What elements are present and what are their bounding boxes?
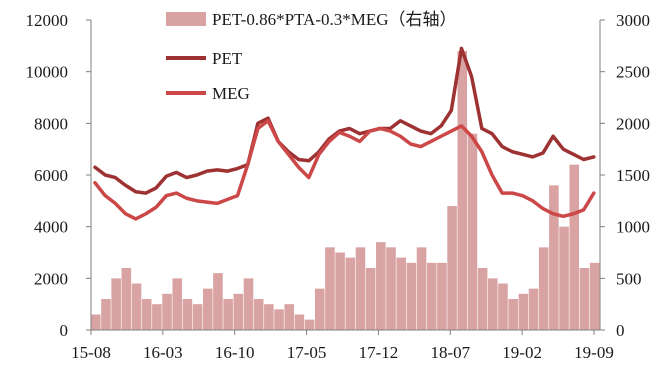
spread-bar-39: [488, 278, 498, 330]
right-tick-label-0: 0: [616, 321, 625, 340]
series-line-pet: [93, 46, 596, 195]
spread-bar-26: [355, 247, 366, 330]
spread-bar-44: [538, 247, 549, 330]
spread-bar-43: [528, 288, 539, 330]
series-line-meg: [93, 119, 596, 221]
spread-bar-49: [589, 262, 600, 330]
spread-bar-33: [426, 262, 437, 330]
left-tick-label-5: 10000: [26, 63, 69, 82]
x-tick-label-2: 16-10: [215, 343, 255, 362]
x-axis-ticks: 15-08 16-03 16-10 17-05 17-12 18-07 19-02 19-09: [71, 330, 614, 362]
spread-bar-46: [559, 226, 569, 330]
right-tick-label-1: 500: [616, 269, 642, 288]
spread-bar-40: [498, 283, 508, 330]
spread-bar-14: [233, 293, 244, 330]
spread-bar-22: [314, 288, 325, 330]
spread-bar-0: [91, 314, 101, 330]
spread-bar-31: [406, 262, 417, 330]
right-tick-label-5: 2500: [616, 63, 650, 82]
left-axis-ticks: 0 2000 4000 6000 8000 10000 12000: [26, 11, 91, 340]
spread-bar-13: [223, 299, 233, 330]
spread-bar-20: [294, 314, 305, 330]
x-tick-label-0: 15-08: [71, 343, 111, 362]
x-tick-label-6: 19-02: [502, 343, 542, 362]
legend-swatch-spread: [166, 12, 206, 26]
spread-bar-15: [243, 278, 254, 330]
spread-bar-29: [386, 247, 396, 330]
spread-bar-1: [101, 299, 111, 330]
spread-bar-21: [304, 319, 315, 330]
right-tick-label-4: 2000: [616, 114, 650, 133]
legend-label-pet: PET: [212, 49, 243, 68]
legend-label-meg: MEG: [212, 84, 250, 103]
price-lines-layer: [93, 46, 596, 221]
legend: PET-0.86*PTA-0.3*MEG（右轴） PET MEG: [166, 10, 457, 103]
x-tick-label-5: 18-07: [430, 343, 470, 362]
spread-bar-28: [376, 242, 386, 330]
spread-bar-8: [172, 278, 183, 330]
legend-label-spread: PET-0.86*PTA-0.3*MEG（右轴）: [212, 10, 457, 29]
spread-bar-47: [569, 164, 580, 330]
spread-bar-23: [325, 247, 335, 330]
spread-bar-32: [416, 247, 427, 330]
spread-bar-27: [365, 268, 376, 330]
spread-bar-24: [335, 252, 345, 330]
x-tick-label-3: 17-05: [287, 343, 327, 362]
spread-bar-18: [274, 309, 284, 330]
spread-bar-16: [253, 299, 264, 330]
spread-bar-41: [508, 299, 518, 330]
spread-bar-6: [152, 304, 162, 330]
x-tick-label-7: 19-09: [574, 343, 614, 362]
spread-bar-38: [477, 268, 488, 330]
left-tick-label-6: 12000: [26, 11, 69, 30]
spread-bar-36: [457, 51, 468, 330]
spread-bar-48: [579, 268, 590, 330]
spread-bar-12: [213, 273, 223, 330]
spread-bar-2: [111, 278, 121, 330]
spread-bar-3: [121, 268, 132, 330]
spread-bar-10: [192, 304, 203, 330]
spread-bar-35: [447, 206, 457, 330]
left-tick-label-2: 4000: [34, 218, 68, 237]
spread-bar-37: [467, 133, 478, 330]
spread-bar-42: [518, 293, 529, 330]
right-tick-label-3: 1500: [616, 166, 650, 185]
x-tick-label-4: 17-12: [359, 343, 399, 362]
spread-bar-5: [141, 299, 152, 330]
spread-bar-34: [437, 262, 447, 330]
spread-bar-25: [345, 257, 356, 330]
left-tick-label-0: 0: [60, 321, 69, 340]
spread-bar-30: [396, 257, 406, 330]
left-tick-label-3: 6000: [34, 166, 68, 185]
spread-bar-4: [131, 283, 142, 330]
spread-bar-11: [202, 288, 213, 330]
spread-bar-9: [182, 299, 193, 330]
x-tick-label-1: 16-03: [143, 343, 183, 362]
left-tick-label-4: 8000: [34, 114, 68, 133]
spread-bars-layer: [91, 51, 600, 330]
spread-bar-17: [264, 304, 274, 330]
right-tick-label-2: 1000: [616, 218, 650, 237]
spread-bar-45: [549, 185, 559, 330]
left-tick-label-1: 2000: [34, 269, 68, 288]
right-axis-ticks: 0 500 1000 1500 2000 2500 3000: [600, 11, 650, 340]
spread-bar-7: [162, 293, 172, 330]
right-tick-label-6: 3000: [616, 11, 650, 30]
spread-bar-19: [284, 304, 294, 330]
